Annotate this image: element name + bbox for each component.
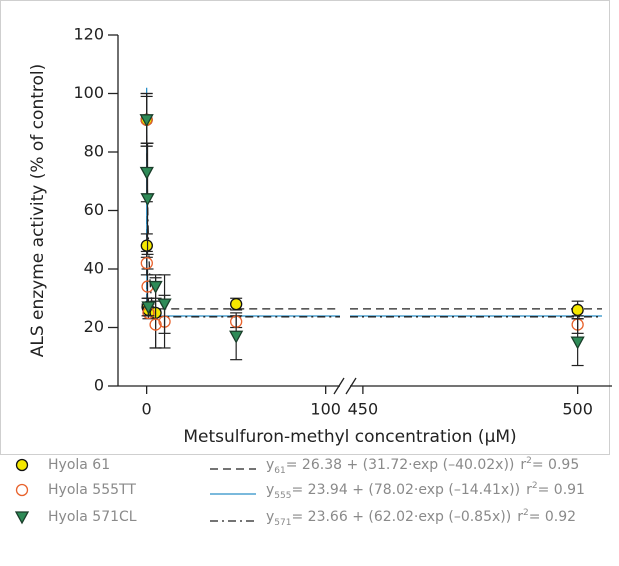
y-axis-label: ALS enzyme activity (% of control) — [28, 64, 48, 358]
x-tick-label: 500 — [562, 400, 593, 419]
legend-marker — [15, 458, 29, 472]
equation-sup: 2 — [523, 508, 529, 518]
y-tick-label: 120 — [73, 25, 104, 44]
equation-sup: 2 — [532, 481, 538, 491]
point — [229, 330, 244, 344]
equation: y571= 23.66 + (62.02·exp (–0.85x)) r2= 0.… — [266, 508, 576, 528]
equation-sub: 61 — [274, 466, 285, 476]
fit-curve — [146, 87, 340, 317]
y-tick-label: 60 — [84, 200, 104, 219]
x-axis-label: Metsulfuron-methyl concentration (µM) — [183, 427, 516, 447]
legend-marker — [14, 511, 30, 525]
point — [157, 298, 172, 312]
point — [140, 239, 153, 252]
equation-body: = 26.38 + (31.72·exp (–40.02x)) — [286, 457, 515, 473]
equation-r-value: = 0.91 — [538, 482, 585, 498]
x-tick-label: 0 — [142, 400, 152, 419]
y-tick-label: 0 — [94, 376, 104, 395]
equation-sub: 555 — [274, 491, 291, 501]
equation-y: y — [266, 509, 274, 525]
equation-body: = 23.66 + (62.02·exp (–0.85x)) — [291, 509, 511, 525]
point — [230, 297, 243, 311]
point — [149, 318, 162, 331]
legend-label: Hyola 555TT — [48, 482, 136, 498]
fit-curve — [146, 216, 340, 310]
x-tick-label: 450 — [348, 400, 379, 419]
x-tick-label: 100 — [310, 400, 341, 419]
axis-break — [333, 377, 345, 395]
equation-r-value: = 0.95 — [532, 457, 579, 473]
equation-y: y — [266, 457, 274, 473]
equation-r-value: = 0.92 — [529, 509, 576, 525]
equation-body: = 23.94 + (78.02·exp (–14.41x)) — [291, 482, 520, 498]
point — [148, 280, 163, 294]
y-tick-label: 80 — [84, 142, 104, 161]
point — [140, 256, 153, 270]
point — [571, 303, 584, 317]
point — [570, 336, 585, 350]
equation-sup: 2 — [526, 456, 532, 466]
y-tick-label: 40 — [84, 259, 104, 278]
legend-label: Hyola 61 — [48, 457, 110, 473]
point — [139, 114, 154, 128]
equation-r: r — [526, 482, 532, 498]
legend-label: Hyola 571CL — [48, 509, 137, 525]
legend-marker — [15, 483, 29, 497]
y-tick-label: 20 — [84, 317, 104, 336]
point — [140, 193, 155, 207]
equation: y555= 23.94 + (78.02·exp (–14.41x)) r2= 0… — [266, 481, 585, 501]
equation-r: r — [520, 457, 526, 473]
equation-r: r — [517, 509, 523, 525]
equation: y61= 26.38 + (31.72·exp (–40.02x)) r2= 0.… — [266, 456, 579, 476]
point — [139, 166, 154, 180]
equation-y: y — [266, 482, 274, 498]
chart-frame — [0, 0, 610, 455]
axis-break — [345, 377, 357, 395]
equation-sub: 571 — [274, 518, 291, 528]
point — [141, 301, 156, 315]
y-tick-label: 100 — [73, 83, 104, 102]
fit-curve — [146, 135, 340, 318]
